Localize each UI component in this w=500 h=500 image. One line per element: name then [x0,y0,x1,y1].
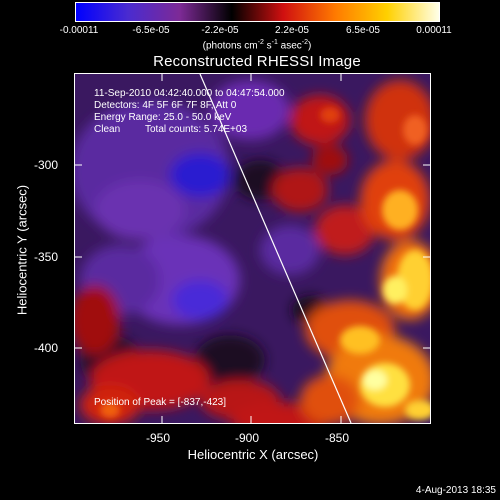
observation-time-range: 11-Sep-2010 04:42:40.000 to 04:47:54.000 [94,88,285,99]
colorbar-tick-label: -6.5e-05 [132,25,170,36]
solar-limb-line [199,74,352,423]
x-axis-label: Heliocentric X (arcsec) [187,447,319,462]
colorbar-tick-label: -2.2e-05 [201,25,239,36]
colorbar-tick-label: 2.2e-05 [275,25,309,36]
detectors-info: Detectors: 4F 5F 6F 7F 8F, Att 0 [94,100,237,111]
plot-title: Reconstructed RHESSI Image [153,53,361,70]
x-tick-label: -950 [146,431,171,445]
y-tick-label: -400 [34,341,59,355]
peak-position-label: Position of Peak = [-837,-423] [94,397,227,408]
colorbar-units: (photons cm-2 s-1 asec-2) [202,39,312,52]
plot-frame [74,73,431,424]
colorbar-tick-label: 0.00011 [416,25,452,36]
x-tick-label: -900 [235,431,260,445]
energy-range-info: Energy Range: 25.0 - 50.0 keV [94,112,232,123]
y-tick-label: -300 [34,158,59,172]
colorbar-tick-label: 6.5e-05 [346,25,380,36]
colorbar-tick-label: -0.00011 [59,25,99,36]
axis-ticks [75,74,430,423]
y-tick-label: -350 [34,250,59,264]
x-tick-label: -850 [325,431,350,445]
generation-timestamp: 4-Aug-2013 18:35 [415,485,496,496]
total-counts-info: Total counts: 5.74E+03 [145,124,248,135]
colorbar [75,2,440,22]
y-axis-label: Heliocentric Y (arcsec) [14,184,30,316]
heatmap [75,74,430,423]
clean-label: Clean [94,124,121,135]
